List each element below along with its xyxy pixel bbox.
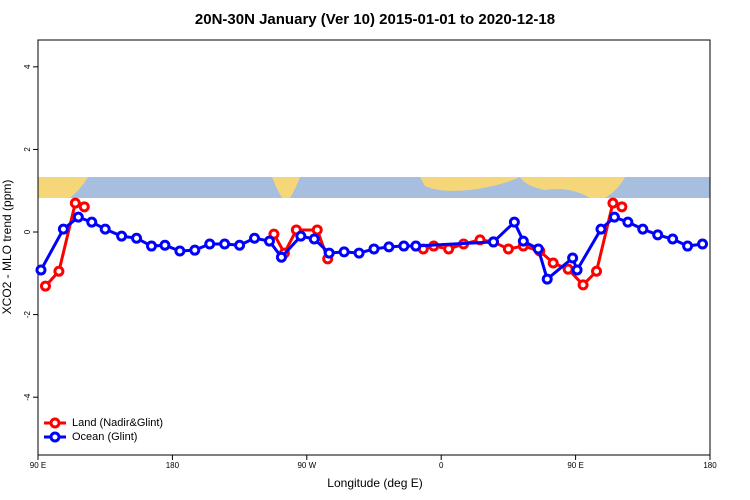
data-point	[591, 265, 603, 277]
data-point	[249, 232, 261, 244]
data-point	[72, 211, 84, 223]
data-point	[263, 235, 275, 247]
y-tick-label: 4	[23, 64, 32, 69]
data-point	[39, 280, 51, 292]
land-patch	[420, 177, 520, 191]
data-point	[295, 230, 307, 242]
data-point	[508, 216, 520, 228]
data-point	[652, 229, 664, 241]
data-point	[682, 240, 694, 252]
data-point	[311, 224, 323, 236]
data-point	[308, 233, 320, 245]
data-point	[78, 201, 90, 213]
legend-label: Ocean (Glint)	[72, 431, 137, 443]
land-patch	[38, 177, 88, 198]
data-point	[410, 240, 422, 252]
data-point	[368, 243, 380, 255]
x-tick-label: 90 E	[567, 461, 583, 470]
data-point	[532, 243, 544, 255]
land-patch	[520, 177, 625, 198]
y-tick-label: 2	[23, 147, 32, 152]
data-point	[275, 251, 287, 263]
data-point	[338, 246, 350, 258]
data-point	[667, 233, 679, 245]
x-tick-label: 90 W	[297, 461, 316, 470]
data-point	[637, 223, 649, 235]
legend-marker	[49, 431, 61, 443]
data-point	[323, 247, 335, 259]
data-point	[204, 238, 216, 250]
data-point	[99, 223, 111, 235]
data-point	[219, 238, 231, 250]
data-point	[608, 211, 620, 223]
data-point	[571, 264, 583, 276]
data-point	[541, 273, 553, 285]
data-point	[567, 252, 579, 264]
data-point	[616, 201, 628, 213]
data-point	[234, 239, 246, 251]
plot-frame	[37, 39, 711, 456]
data-point	[487, 236, 499, 248]
x-tick-label: 180	[166, 461, 180, 470]
data-point	[577, 279, 589, 291]
data-point	[443, 243, 455, 255]
data-point	[145, 240, 157, 252]
data-point	[57, 223, 69, 235]
data-point	[502, 243, 514, 255]
land-patch	[272, 177, 300, 198]
data-point	[69, 197, 81, 209]
data-point	[622, 216, 634, 228]
chart-title: 20N-30N January (Ver 10) 2015-01-01 to 2…	[195, 11, 555, 28]
x-tick-label: 90 E	[30, 461, 46, 470]
data-point	[189, 244, 201, 256]
x-tick-label: 180	[703, 461, 717, 470]
data-point	[595, 223, 607, 235]
data-point	[86, 216, 98, 228]
data-point	[53, 265, 65, 277]
y-tick-label: 0	[23, 229, 32, 234]
data-point	[159, 239, 171, 251]
x-tick-label: 0	[439, 461, 444, 470]
data-point	[353, 247, 365, 259]
y-tick-label: -4	[23, 393, 32, 401]
data-point	[35, 264, 47, 276]
data-point	[131, 232, 143, 244]
data-point	[562, 263, 574, 275]
y-tick-label: -2	[23, 311, 32, 319]
legend-marker	[49, 417, 61, 429]
legend-label: Land (Nadir&Glint)	[72, 417, 163, 429]
data-point	[174, 245, 186, 257]
data-point	[517, 235, 529, 247]
map-band	[38, 177, 710, 198]
y-axis-label: XCO2 - MLO trend (ppm)	[0, 180, 14, 315]
x-axis-label: Longitude (deg E)	[327, 476, 422, 490]
data-point	[697, 238, 709, 250]
data-point	[116, 230, 128, 242]
data-point	[398, 240, 410, 252]
data-point	[607, 197, 619, 209]
data-point	[383, 241, 395, 253]
data-point	[547, 257, 559, 269]
